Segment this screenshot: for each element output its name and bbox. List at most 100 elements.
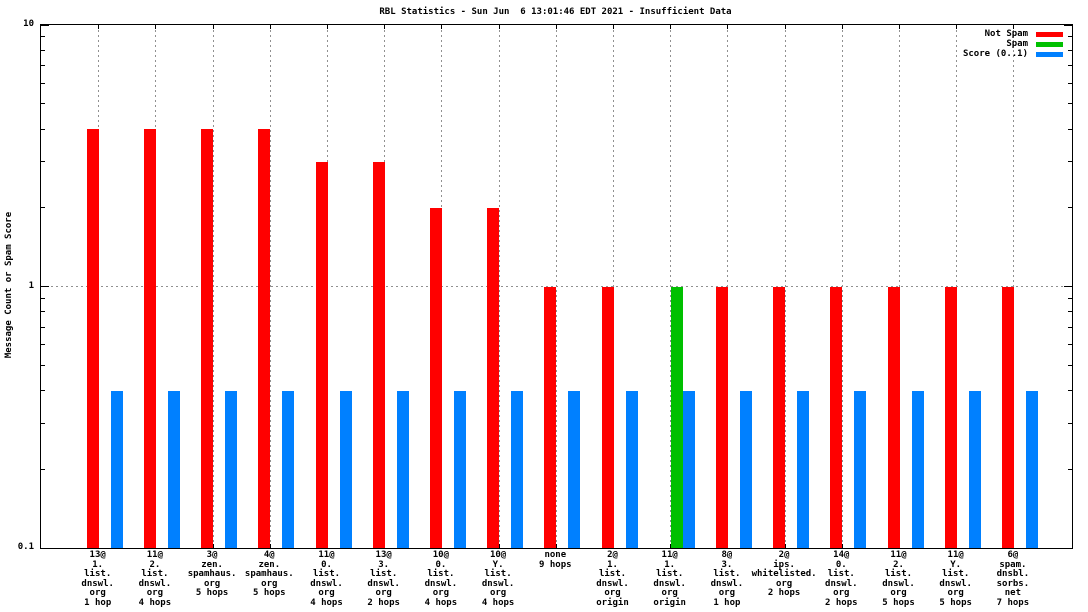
x-tick-label-line: org <box>261 578 278 589</box>
y-tick-mark <box>1064 286 1072 287</box>
x-tick-label: 11@ 2. list. dnswl. org 4 hops <box>115 550 195 608</box>
y-tick-mark <box>1068 344 1072 345</box>
x-tick-label-line: dnswl. <box>481 578 515 589</box>
x-tick-label-line: 4 hops <box>138 597 172 608</box>
x-tick-label-line: org <box>718 588 736 598</box>
x-tick-label-line: whitelisted. <box>751 569 817 579</box>
x-tick-mark <box>613 544 614 548</box>
x-tick-label-line: 11@ <box>146 550 164 560</box>
x-tick-label-line: dnswl. <box>825 578 858 589</box>
x-tick-label: 8@ 3. list. dnswl. org 1 hop <box>687 550 767 608</box>
y-tick-mark <box>1064 547 1072 549</box>
x-tick-mark <box>899 544 900 548</box>
bar-score <box>797 390 810 548</box>
y-tick-mark <box>41 344 45 345</box>
x-tick-label-line: org <box>318 588 335 598</box>
x-tick-mark <box>212 25 214 29</box>
bar-score <box>396 390 409 548</box>
y-tick-mark <box>1068 207 1072 209</box>
y-tick-mark <box>41 326 45 328</box>
x-tick-mark <box>384 544 386 548</box>
x-tick-label-line: none <box>544 550 567 560</box>
x-tick-label-line: dnswl. <box>81 578 114 589</box>
x-tick-mark <box>212 544 214 548</box>
bar-not-spam <box>773 286 786 548</box>
x-tick-label-line: dnswl. <box>138 578 172 589</box>
x-tick-label-line: 2 hops <box>825 597 858 608</box>
x-tick-mark <box>555 25 557 29</box>
x-tick-label-line: org <box>833 588 850 598</box>
x-tick-label-line: org <box>775 578 793 589</box>
x-tick-mark <box>498 544 500 548</box>
y-tick-mark <box>1068 364 1072 366</box>
x-tick-label-line: 0. <box>321 559 332 570</box>
x-tick-label-line: 5 hops <box>195 588 229 598</box>
x-tick-mark <box>956 544 958 548</box>
x-tick-label-line: org <box>947 588 964 598</box>
y-tick-mark <box>1068 326 1072 328</box>
x-tick-label: 2@ 1. list. dnswl. org origin <box>573 550 653 608</box>
x-tick-label-line: 11@ <box>890 550 907 560</box>
x-tick-label-line: dnswl. <box>596 578 629 589</box>
bar-not-spam <box>372 161 385 548</box>
x-tick-label-line: 0. <box>435 559 447 570</box>
bar-score <box>568 390 581 548</box>
x-tick-label-line: dnswl. <box>653 578 686 589</box>
x-tick-label-line: 2@ <box>778 550 790 560</box>
bar-score <box>110 390 123 548</box>
x-tick-label-line: dnswl. <box>710 578 744 589</box>
x-tick-mark <box>384 25 386 29</box>
plot-area <box>40 24 1073 549</box>
x-tick-mark <box>1013 544 1015 548</box>
x-tick-mark <box>727 544 729 548</box>
x-tick-label-line: dnswl. <box>882 578 915 589</box>
x-tick-label: 11@ 2. list. dnswl. org 5 hops <box>859 550 939 608</box>
x-tick-label-line: 1. <box>607 559 618 570</box>
x-tick-label-line: list. <box>370 569 398 579</box>
y-tick-mark <box>41 468 45 470</box>
bar-score <box>911 390 924 548</box>
x-tick-label-line: 7 hops <box>996 597 1030 608</box>
bar-not-spam <box>944 286 957 548</box>
bar-score <box>625 390 638 548</box>
x-tick-label-line: list. <box>598 569 627 579</box>
y-tick-mark <box>41 49 45 51</box>
x-tick-label-line: 4@ <box>263 550 275 560</box>
x-tick-label-line: zen. <box>258 559 281 570</box>
x-tick-label-line: 11@ <box>318 550 335 560</box>
x-tick-label-line: 11@ <box>661 550 678 560</box>
x-tick-label-line: 14@ <box>833 550 850 560</box>
x-tick-label: none 9 hops <box>515 550 595 570</box>
legend-item: Not Spam <box>963 29 1063 39</box>
y-tick-mark <box>1068 65 1072 66</box>
x-tick-mark <box>899 25 900 29</box>
legend-swatch <box>1036 51 1063 57</box>
x-tick-label-line: 2. <box>149 559 161 570</box>
y-tick-mark <box>41 65 45 66</box>
x-tick-label-line: dnswl. <box>310 578 343 589</box>
x-tick-label-line: 4 hops <box>424 597 458 608</box>
x-tick-label-line: 3@ <box>206 550 218 560</box>
legend-swatch <box>1036 31 1063 37</box>
x-tick-mark <box>613 25 614 29</box>
y-tick-mark <box>1068 297 1072 299</box>
x-tick-mark <box>155 25 157 29</box>
x-tick-mark <box>441 544 443 548</box>
y-tick-mark <box>41 103 45 105</box>
bar-not-spam <box>201 129 214 548</box>
x-tick-label-line: 4 hops <box>481 597 515 608</box>
x-tick-label-line: list. <box>312 569 341 579</box>
x-tick-label-line: list. <box>884 569 913 579</box>
y-tick-mark <box>1068 468 1072 470</box>
x-tick-label-line: 4 hops <box>310 597 343 608</box>
legend: Not Spam Spam Score (0..1) <box>963 29 1063 59</box>
x-tick-label-line: 1. <box>664 559 676 570</box>
bar-score <box>854 390 867 548</box>
bar-score <box>282 390 295 548</box>
bar-not-spam <box>258 129 271 548</box>
bar-score <box>225 390 238 548</box>
y-tick-mark <box>1068 311 1072 313</box>
x-tick-label-line: list. <box>713 569 741 579</box>
y-tick-mark <box>1068 161 1072 163</box>
x-tick-label-line: Y. <box>492 559 504 570</box>
